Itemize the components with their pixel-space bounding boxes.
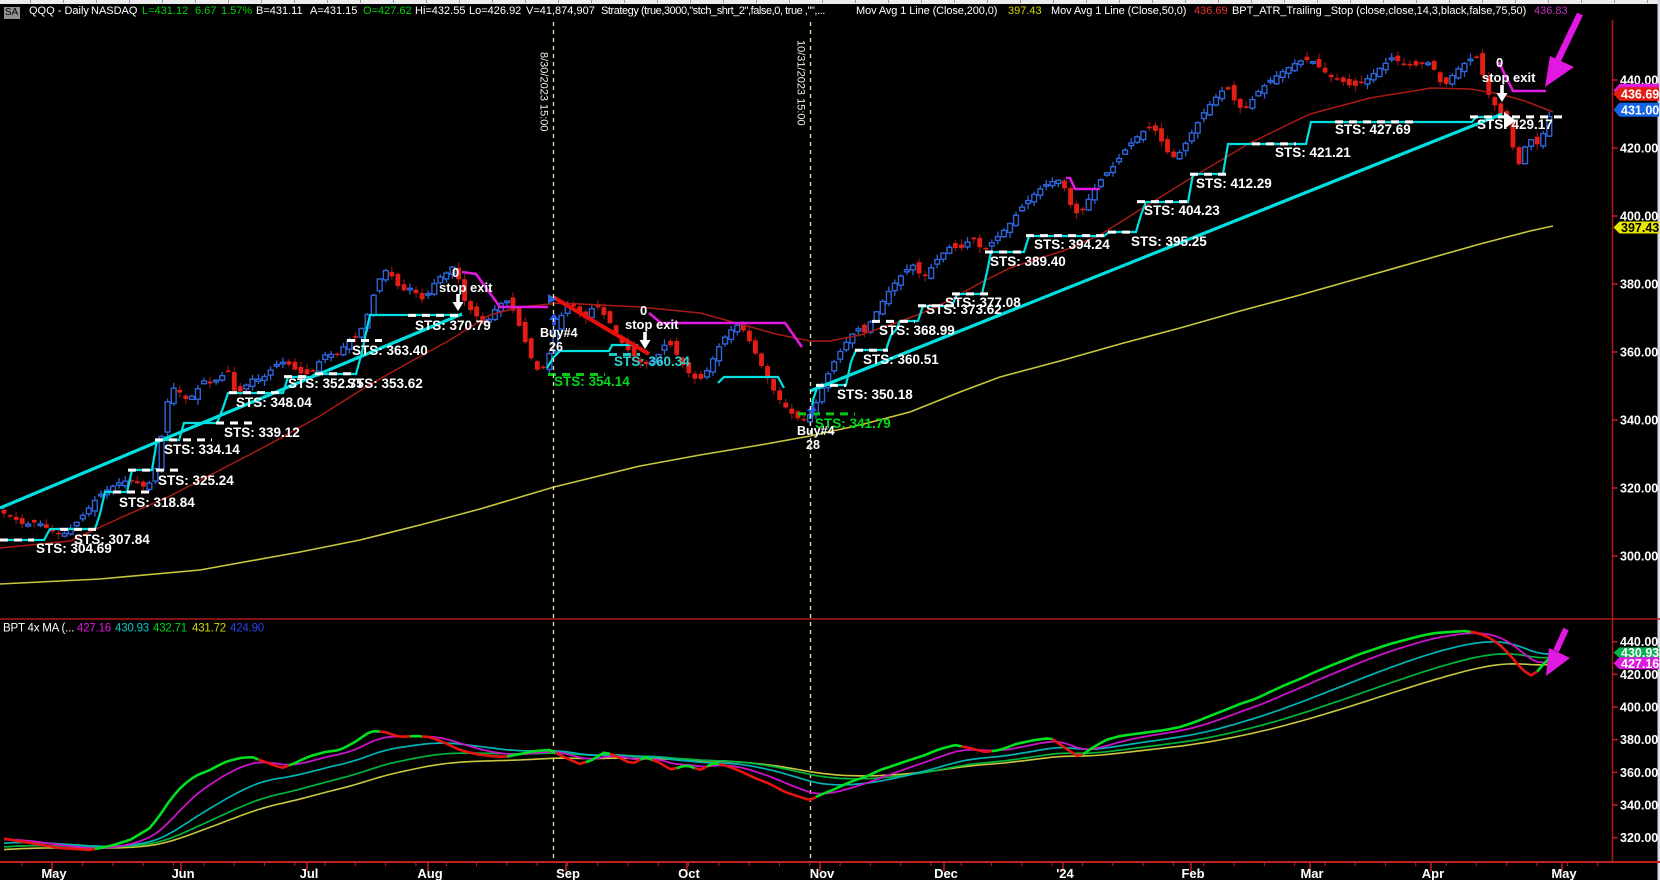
svg-text:STS: 307.84: STS: 307.84	[74, 532, 150, 547]
svg-text:0: 0	[452, 265, 459, 280]
svg-text:320.00: 320.00	[1620, 482, 1658, 496]
svg-text:Buy#4: Buy#4	[797, 424, 835, 438]
svg-text:stop exit: stop exit	[439, 280, 493, 295]
svg-text:436.69: 436.69	[1621, 88, 1659, 102]
svg-text:STS: 341.79: STS: 341.79	[815, 416, 891, 431]
svg-text:STS: 352.75: STS: 352.75	[288, 376, 364, 391]
svg-text:Mar: Mar	[1300, 866, 1323, 880]
svg-text:400.00: 400.00	[1620, 210, 1658, 224]
svg-text:STS: 429.17: STS: 429.17	[1477, 117, 1553, 132]
svg-text:427.16: 427.16	[1621, 657, 1659, 671]
svg-text:STS: 353.62: STS: 353.62	[347, 376, 423, 391]
svg-text:STS: 334.14: STS: 334.14	[164, 442, 240, 457]
svg-text:stop exit: stop exit	[1482, 70, 1536, 85]
svg-text:430.93: 430.93	[115, 623, 149, 635]
svg-text:STS: 360.51: STS: 360.51	[863, 352, 939, 367]
svg-text:432.71: 432.71	[153, 623, 187, 635]
svg-text:STS: 373.62: STS: 373.62	[926, 302, 1002, 317]
svg-text:STS: 412.29: STS: 412.29	[1196, 176, 1272, 191]
svg-text:Aug: Aug	[417, 866, 442, 880]
svg-text:STS: 360.34: STS: 360.34	[614, 354, 690, 369]
svg-text:STS: 421.21: STS: 421.21	[1275, 145, 1351, 160]
svg-text:0: 0	[1496, 55, 1503, 70]
svg-text:397.43: 397.43	[1621, 221, 1659, 235]
svg-text:STS: 350.18: STS: 350.18	[837, 387, 913, 402]
svg-text:STS: 304.69: STS: 304.69	[36, 541, 112, 556]
svg-text:STS: 318.84: STS: 318.84	[119, 495, 195, 510]
svg-text:May: May	[1551, 866, 1577, 880]
svg-text:STS: 363.40: STS: 363.40	[352, 343, 428, 358]
svg-text:STS: 368.99: STS: 368.99	[879, 323, 955, 338]
svg-text:STS: 377.08: STS: 377.08	[945, 295, 1021, 310]
svg-text:430.93: 430.93	[1621, 646, 1659, 660]
svg-text:431.00: 431.00	[1621, 103, 1659, 117]
svg-text:26: 26	[549, 340, 563, 354]
svg-text:STS: 395.25: STS: 395.25	[1131, 234, 1207, 249]
svg-text:STS: 389.40: STS: 389.40	[990, 254, 1066, 269]
svg-text:380.00: 380.00	[1620, 278, 1658, 292]
svg-text:STS: 404.23: STS: 404.23	[1144, 203, 1220, 218]
svg-text:360.00: 360.00	[1620, 346, 1658, 360]
svg-text:440.00: 440.00	[1620, 635, 1658, 649]
svg-text:STS: 339.12: STS: 339.12	[224, 425, 300, 440]
svg-text:431.72: 431.72	[192, 623, 226, 635]
svg-text:400.00: 400.00	[1620, 701, 1658, 715]
svg-text:Oct: Oct	[678, 866, 700, 880]
svg-text:STS: 394.24: STS: 394.24	[1034, 237, 1110, 252]
svg-text:STS: 354.14: STS: 354.14	[554, 374, 630, 389]
svg-text:380.00: 380.00	[1620, 733, 1658, 747]
svg-text:300.00: 300.00	[1620, 550, 1658, 564]
svg-text:STS: 427.69: STS: 427.69	[1335, 122, 1411, 137]
svg-text:340.00: 340.00	[1620, 414, 1658, 428]
svg-text:May: May	[41, 866, 67, 880]
svg-text:320.00: 320.00	[1620, 831, 1658, 845]
svg-text:10/31/2023 15:00: 10/31/2023 15:00	[795, 40, 807, 126]
svg-text:Jul: Jul	[300, 866, 319, 880]
svg-text:360.00: 360.00	[1620, 766, 1658, 780]
svg-text:STS: 325.24: STS: 325.24	[158, 473, 234, 488]
svg-text:'24: '24	[1056, 866, 1074, 880]
svg-text:Buy#4: Buy#4	[540, 326, 578, 340]
svg-text:STS: 370.79: STS: 370.79	[415, 318, 491, 333]
svg-text:427.16: 427.16	[77, 623, 111, 635]
svg-text:stop exit: stop exit	[625, 317, 679, 332]
svg-text:BPT 4x MA (...: BPT 4x MA (...	[3, 623, 74, 635]
svg-text:28: 28	[806, 438, 820, 452]
svg-text:Sep: Sep	[556, 866, 580, 880]
svg-text:8/30/2023 15:00: 8/30/2023 15:00	[538, 52, 550, 132]
svg-text:420.00: 420.00	[1620, 668, 1658, 682]
svg-text:Nov: Nov	[810, 866, 835, 880]
svg-text:340.00: 340.00	[1620, 799, 1658, 813]
svg-text:STS: 348.04: STS: 348.04	[236, 395, 312, 410]
svg-text:Apr: Apr	[1422, 866, 1444, 880]
svg-text:Dec: Dec	[934, 866, 958, 880]
svg-text:420.00: 420.00	[1620, 142, 1658, 156]
svg-text:424.90: 424.90	[230, 623, 264, 635]
svg-text:Jun: Jun	[171, 866, 194, 880]
svg-text:Feb: Feb	[1181, 866, 1204, 880]
svg-text:0: 0	[640, 303, 647, 318]
